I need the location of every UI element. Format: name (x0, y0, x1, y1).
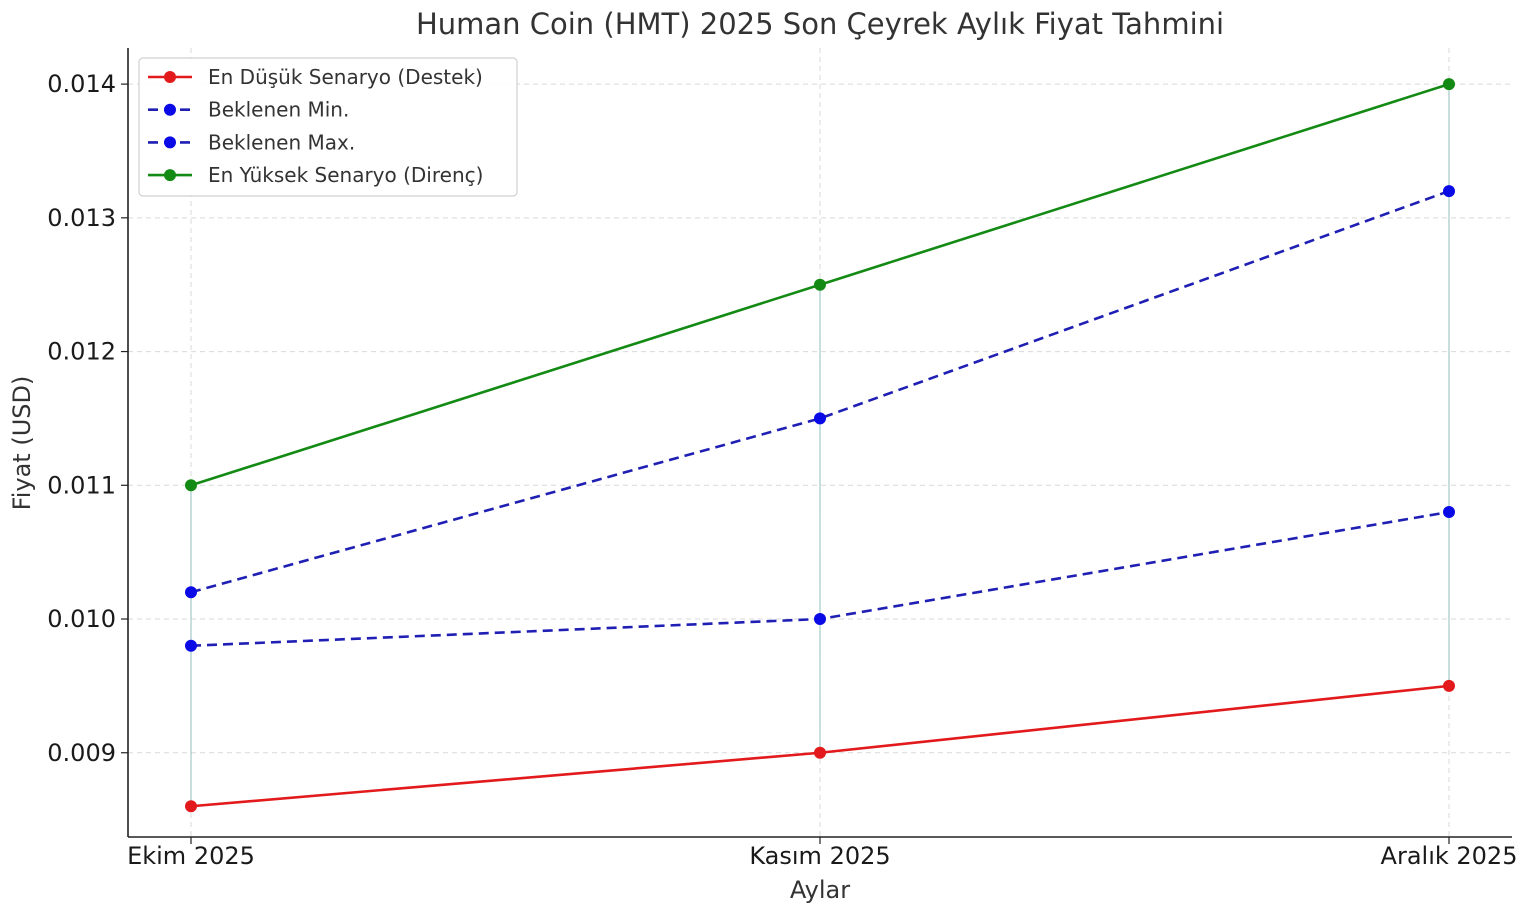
y-tick-label-0: 0.009 (47, 739, 116, 767)
legend-label-3: En Yüksek Senaryo (Direnç) (208, 163, 483, 187)
legend-label-1: Beklenen Min. (208, 98, 349, 122)
series-layer (185, 78, 1455, 813)
series-1-point-1 (814, 613, 826, 626)
series-2-point-1 (814, 412, 826, 425)
series-3-point-0 (185, 479, 197, 492)
legend-swatch-marker-3 (164, 169, 176, 182)
legend-label-0: En Düşük Senaryo (Destek) (208, 65, 483, 89)
y-axis-label: Fiyat (USD) (8, 376, 36, 511)
y-tick-label-2: 0.011 (47, 471, 116, 499)
legend-swatch-marker-2 (164, 136, 176, 149)
series-2-point-0 (185, 586, 197, 599)
series-0-point-1 (814, 746, 826, 759)
y-tick-label-1: 0.010 (47, 605, 116, 633)
series-line-2 (190, 189, 1450, 594)
series-1-point-2 (1443, 506, 1455, 519)
series-3-point-2 (1443, 78, 1455, 91)
legend-swatch-marker-1 (164, 103, 176, 116)
ticks-layer: 0.009 0.010 0.011 0.012 0.013 0.014 Ekim 2025 K… (47, 70, 1517, 870)
x-tick-label-1: Kasım 2025 (749, 842, 890, 870)
y-tick-label-5: 0.014 (47, 70, 116, 98)
series-3-point-1 (814, 278, 826, 291)
x-tick-label-0: Ekim 2025 (127, 842, 255, 870)
x-axis-label: Aylar (790, 876, 850, 904)
legend-label-2: Beklenen Max. (208, 130, 355, 154)
x-tick-label-2: Aralık 2025 (1381, 842, 1518, 870)
legend: En Düşük Senaryo (Destek) Beklenen Min. Be… (138, 57, 518, 197)
series-0-point-2 (1443, 679, 1455, 692)
y-tick-label-3: 0.012 (47, 338, 116, 366)
chart-title: Human Coin (HMT) 2025 Son Çeyrek Aylık F… (416, 7, 1224, 41)
legend-box (138, 57, 518, 197)
series-2-point-2 (1443, 185, 1455, 198)
series-1-point-0 (185, 639, 197, 652)
y-tick-label-4: 0.013 (47, 204, 116, 232)
series-0-point-0 (185, 800, 197, 813)
legend-swatch-marker-0 (164, 71, 176, 83)
